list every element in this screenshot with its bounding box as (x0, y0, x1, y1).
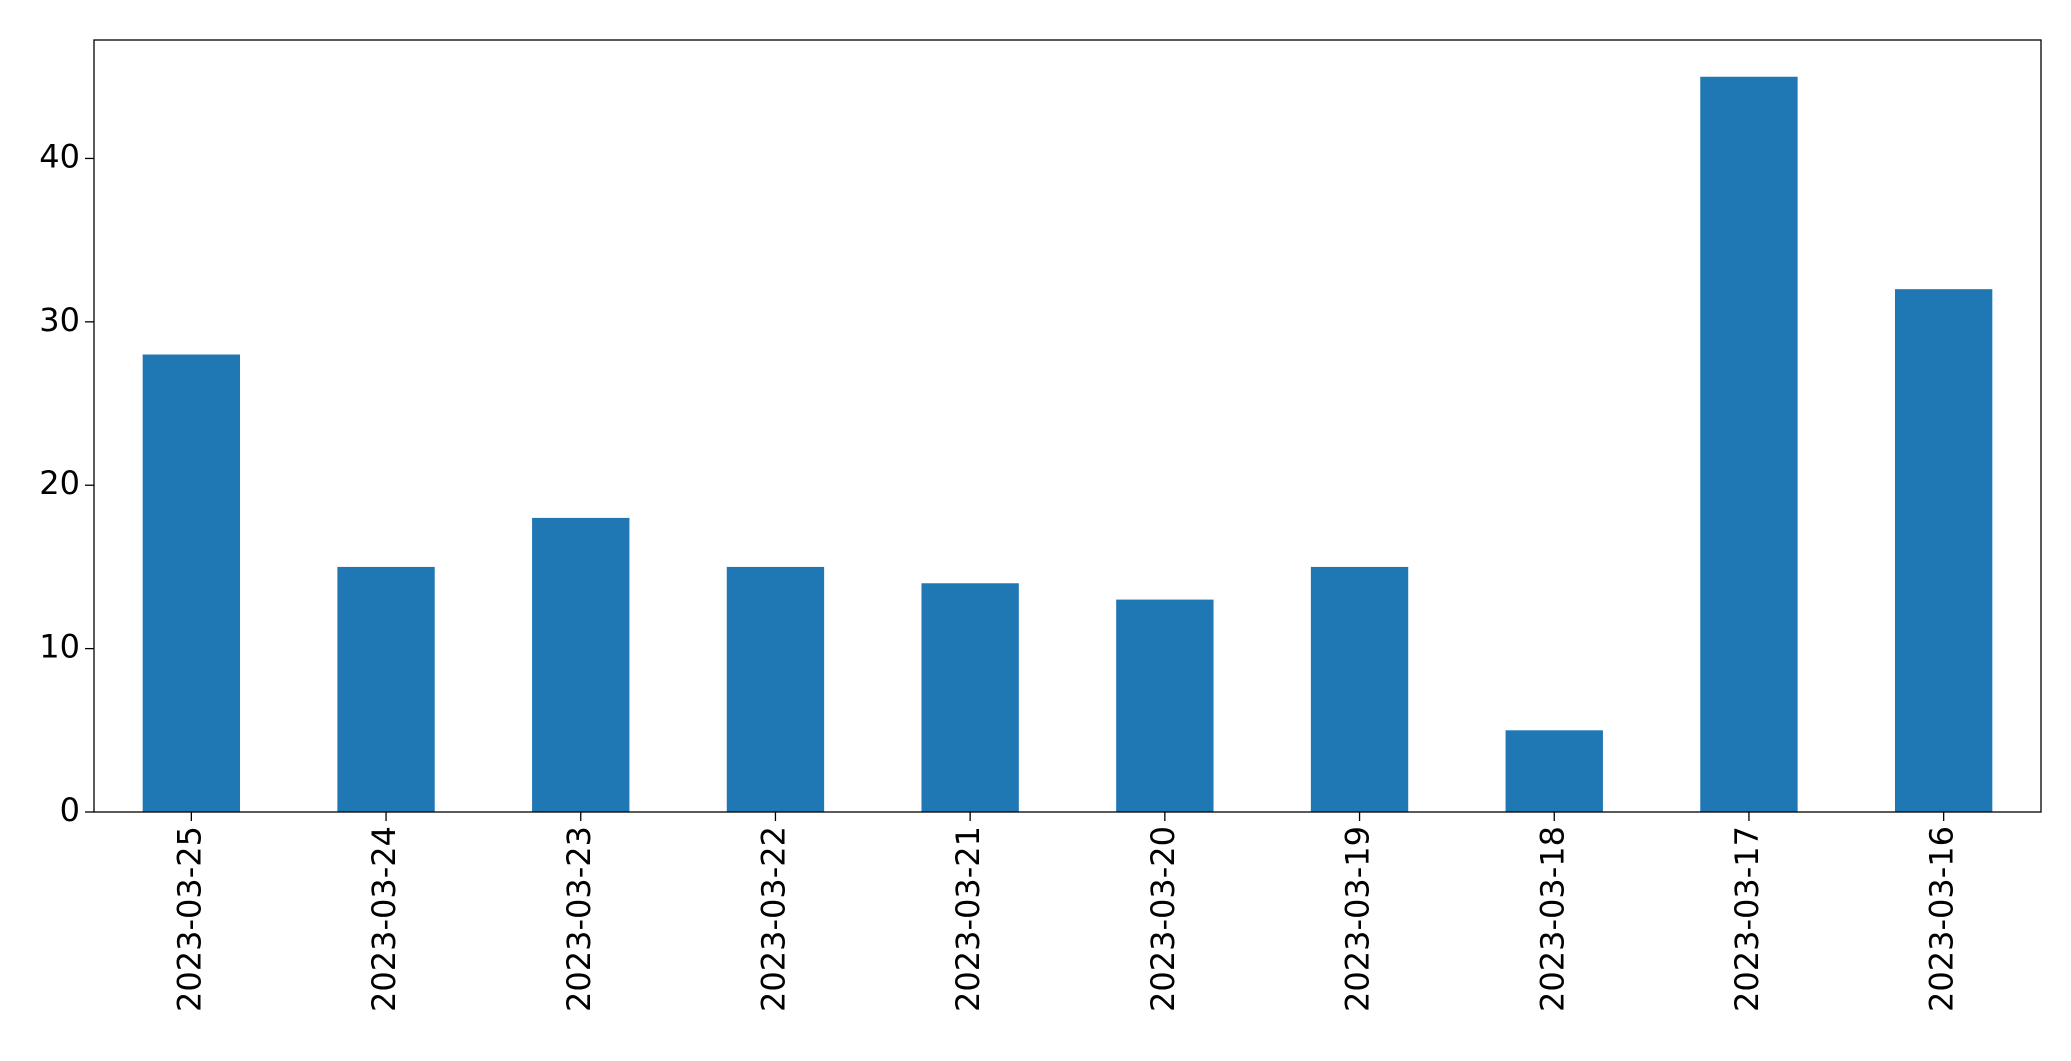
y-tick-label: 40 (39, 137, 80, 175)
x-tick-label: 2023-03-21 (949, 826, 987, 1012)
bar (1310, 566, 1409, 812)
plot-frame (93, 39, 2042, 813)
bar (1700, 76, 1798, 812)
x-tick-label: 2023-03-19 (1339, 826, 1377, 1012)
x-tick-label: 2023-03-24 (365, 826, 403, 1012)
y-tick-label: 0 (60, 791, 80, 829)
y-tick-label: 20 (39, 464, 80, 502)
y-tick-label: 10 (39, 628, 80, 666)
bar (532, 517, 630, 812)
x-tick-label: 2023-03-20 (1144, 826, 1182, 1012)
x-tick-label: 2023-03-23 (560, 826, 598, 1012)
x-tick-label: 2023-03-25 (170, 826, 208, 1012)
bar (1894, 289, 1993, 812)
bar (337, 566, 435, 812)
x-tick-label: 2023-03-17 (1728, 826, 1766, 1012)
x-tick-label: 2023-03-22 (754, 826, 792, 1012)
x-tick-label: 2023-03-16 (1923, 826, 1961, 1012)
bar (1116, 599, 1214, 812)
bar (726, 566, 825, 812)
y-tick-label: 30 (39, 301, 80, 339)
bar (921, 583, 1019, 812)
x-tick-label: 2023-03-18 (1533, 826, 1571, 1012)
bar (142, 354, 241, 812)
bar (1505, 730, 1603, 812)
